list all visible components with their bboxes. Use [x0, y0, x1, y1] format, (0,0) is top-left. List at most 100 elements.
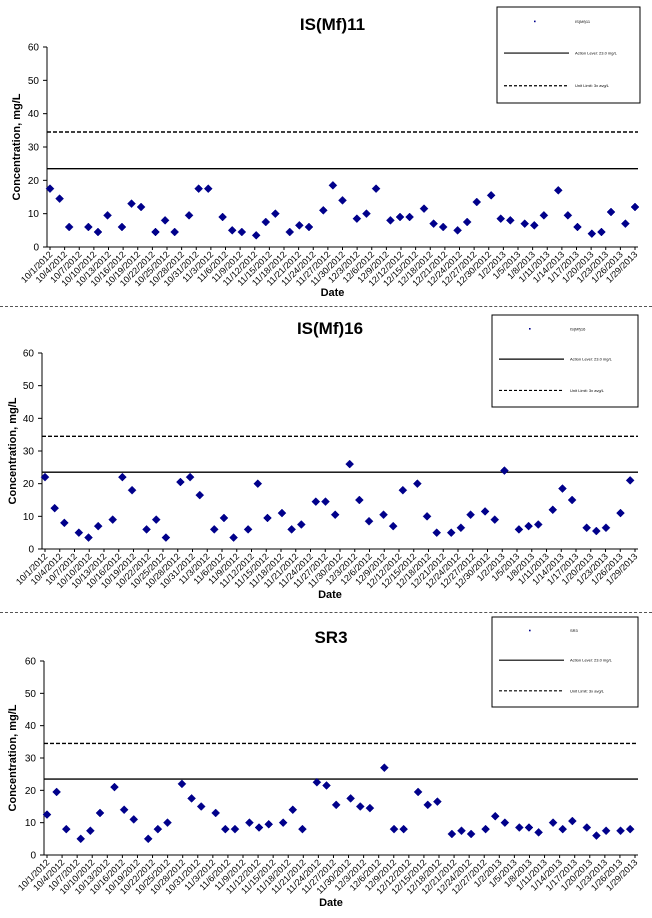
data-point — [251, 230, 261, 240]
y-tick-label: 0 — [33, 243, 39, 254]
data-point — [446, 528, 456, 538]
data-point — [151, 227, 160, 237]
data-point — [505, 215, 515, 225]
data-point — [118, 472, 127, 482]
y-tick-label: 60 — [23, 349, 35, 360]
data-point — [311, 497, 321, 506]
data-point — [237, 227, 247, 237]
y-tick-label: 0 — [30, 851, 36, 862]
legend-box — [491, 616, 639, 708]
data-point — [86, 826, 95, 836]
data-point — [364, 516, 374, 526]
chart-title: SR3 — [314, 628, 347, 647]
data-point — [457, 826, 466, 836]
data-point — [481, 824, 490, 834]
data-point — [432, 528, 442, 538]
data-point — [567, 816, 577, 826]
y-tick-label: 10 — [23, 512, 35, 523]
x-axis-label: Date — [318, 589, 342, 601]
data-point — [227, 225, 237, 235]
data-point — [625, 476, 635, 485]
y-tick-label: 0 — [28, 545, 34, 556]
data-point — [42, 810, 52, 819]
data-point — [601, 523, 611, 533]
data-point — [184, 210, 194, 220]
data-point — [456, 523, 466, 533]
chart-panel-1: IS(Mf)11 0 10 20 30 40 50 60 10/1/2012 10/4/2012 1… — [0, 0, 652, 306]
data-point — [322, 781, 331, 790]
data-point — [338, 195, 347, 205]
data-point — [433, 797, 442, 807]
y-tick-label: 10 — [28, 209, 40, 220]
legend-marker — [529, 328, 531, 330]
data-point — [294, 220, 304, 230]
data-point — [161, 533, 171, 542]
data-point — [398, 485, 408, 495]
data-point — [582, 523, 591, 533]
data-point — [422, 511, 432, 521]
data-point — [447, 829, 457, 839]
data-point — [616, 508, 625, 518]
data-point — [379, 510, 388, 520]
data-point — [127, 485, 137, 495]
y-tick-label: 60 — [28, 43, 40, 54]
data-point — [129, 815, 139, 824]
data-point — [254, 823, 264, 832]
panel-divider — [0, 612, 652, 613]
data-point — [514, 823, 524, 832]
data-point — [524, 521, 533, 531]
y-axis-label: Concentration, mg/L — [7, 704, 19, 811]
data-point — [486, 190, 496, 200]
data-point — [630, 202, 640, 212]
data-point — [466, 510, 475, 520]
y-tick-label: 40 — [25, 721, 37, 732]
data-point — [548, 505, 558, 515]
legend-box — [491, 314, 639, 408]
x-axis-label: Date — [319, 897, 343, 909]
data-point — [500, 818, 510, 828]
y-tick-label: 20 — [25, 786, 37, 797]
data-point — [229, 533, 238, 542]
data-point — [352, 214, 362, 224]
chart-panel-3: SR3 0 10 20 30 40 50 60 10/1/2012 10/4/2012 10/7/2… — [0, 613, 652, 918]
data-point — [203, 184, 213, 194]
data-point — [211, 808, 221, 818]
data-point — [108, 515, 118, 524]
y-tick-label: 10 — [25, 818, 37, 829]
data-point — [84, 222, 93, 232]
x-axis-label: Date — [321, 287, 345, 299]
data-point — [170, 227, 180, 237]
data-point — [573, 222, 582, 232]
legend-label: Action Level: 23.0 mg/L — [570, 658, 613, 663]
y-tick-label: 30 — [28, 143, 40, 154]
data-point — [558, 484, 567, 493]
data-point — [219, 513, 229, 523]
data-point — [288, 805, 298, 815]
data-point — [534, 828, 543, 837]
data-point — [419, 204, 429, 214]
data-point — [185, 472, 195, 482]
legend-label: IS(Mf)11 — [575, 19, 591, 24]
data-point — [380, 763, 389, 773]
data-point — [500, 466, 509, 475]
data-point — [296, 520, 306, 529]
data-point — [61, 824, 71, 834]
data-point — [312, 777, 322, 787]
data-point — [346, 794, 355, 803]
data-point — [480, 507, 490, 516]
data-point — [413, 479, 422, 489]
data-point — [278, 818, 288, 828]
data-point — [195, 490, 205, 500]
data-point — [553, 185, 563, 195]
data-point — [625, 824, 635, 834]
data-point — [362, 209, 371, 219]
panel-divider — [0, 306, 652, 307]
data-point — [55, 194, 64, 204]
data-point — [220, 824, 230, 834]
data-point — [93, 521, 103, 531]
data-point — [277, 508, 287, 518]
data-point — [264, 819, 274, 829]
legend-label: IS(Mf)16 — [570, 326, 586, 331]
data-point — [490, 811, 500, 821]
legend-label: SR3 — [570, 628, 579, 633]
